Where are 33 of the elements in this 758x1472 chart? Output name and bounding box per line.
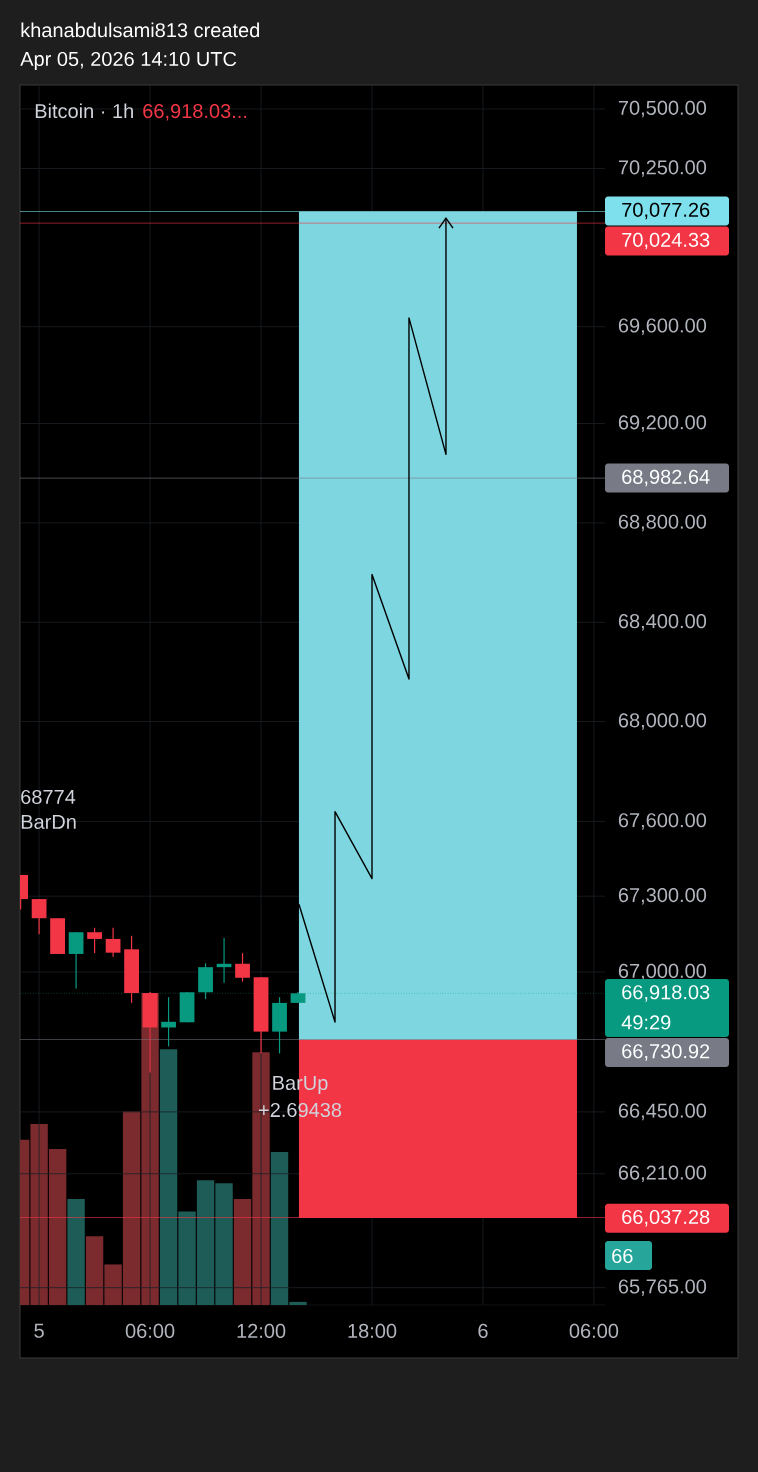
x-tick-label: 06:00	[569, 1323, 619, 1339]
text: 66	[612, 1248, 633, 1264]
x-tick-label: 5	[34, 1323, 44, 1338]
text: 49:29	[621, 1015, 671, 1030]
y-tick-label: 70,500.00	[618, 100, 707, 118]
y-tick-label: 65,765.00	[618, 1279, 707, 1296]
y-tick-label: 69,200.00	[618, 415, 707, 432]
annotation: 68774	[21, 789, 76, 805]
ref-line-label: 66,918.03	[622, 985, 710, 1002]
y-tick-label: 66,450.00	[618, 1103, 707, 1121]
text: Bitcoin · 1h	[35, 103, 133, 119]
text: Apr 05, 2026 14:10 UTC	[20, 51, 237, 71]
y-tick-label: 70,250.00	[618, 160, 707, 177]
x-tick-label: 12:00	[237, 1323, 286, 1339]
text: khanabdulsami813 created	[21, 22, 260, 38]
annotation: BarDn	[21, 815, 76, 829]
y-tick-label: 67,300.00	[618, 887, 707, 905]
ref-line-label: 66,730.92	[622, 1044, 710, 1061]
x-tick-label: 18:00	[348, 1323, 397, 1339]
y-tick-label: 68,400.00	[618, 614, 707, 631]
ref-line-label: 68,982.64	[622, 469, 710, 487]
ref-line-label: 70,077.26	[622, 202, 710, 220]
y-tick-label: 66,210.00	[618, 1165, 707, 1183]
x-tick-label: 06:00	[125, 1323, 175, 1339]
y-tick-label: 67,000.00	[618, 963, 707, 981]
y-tick-label: 68,000.00	[618, 713, 707, 730]
ref-line-label: 70,024.33	[622, 232, 710, 250]
y-tick-label: 68,800.00	[618, 514, 707, 532]
x-tick-label: 6	[478, 1323, 488, 1339]
y-tick-label: 69,600.00	[618, 318, 707, 335]
y-tick-label: 67,600.00	[618, 813, 707, 830]
ref-line-label: 66,037.28	[622, 1209, 710, 1227]
text: 66,918.03...	[143, 103, 247, 121]
